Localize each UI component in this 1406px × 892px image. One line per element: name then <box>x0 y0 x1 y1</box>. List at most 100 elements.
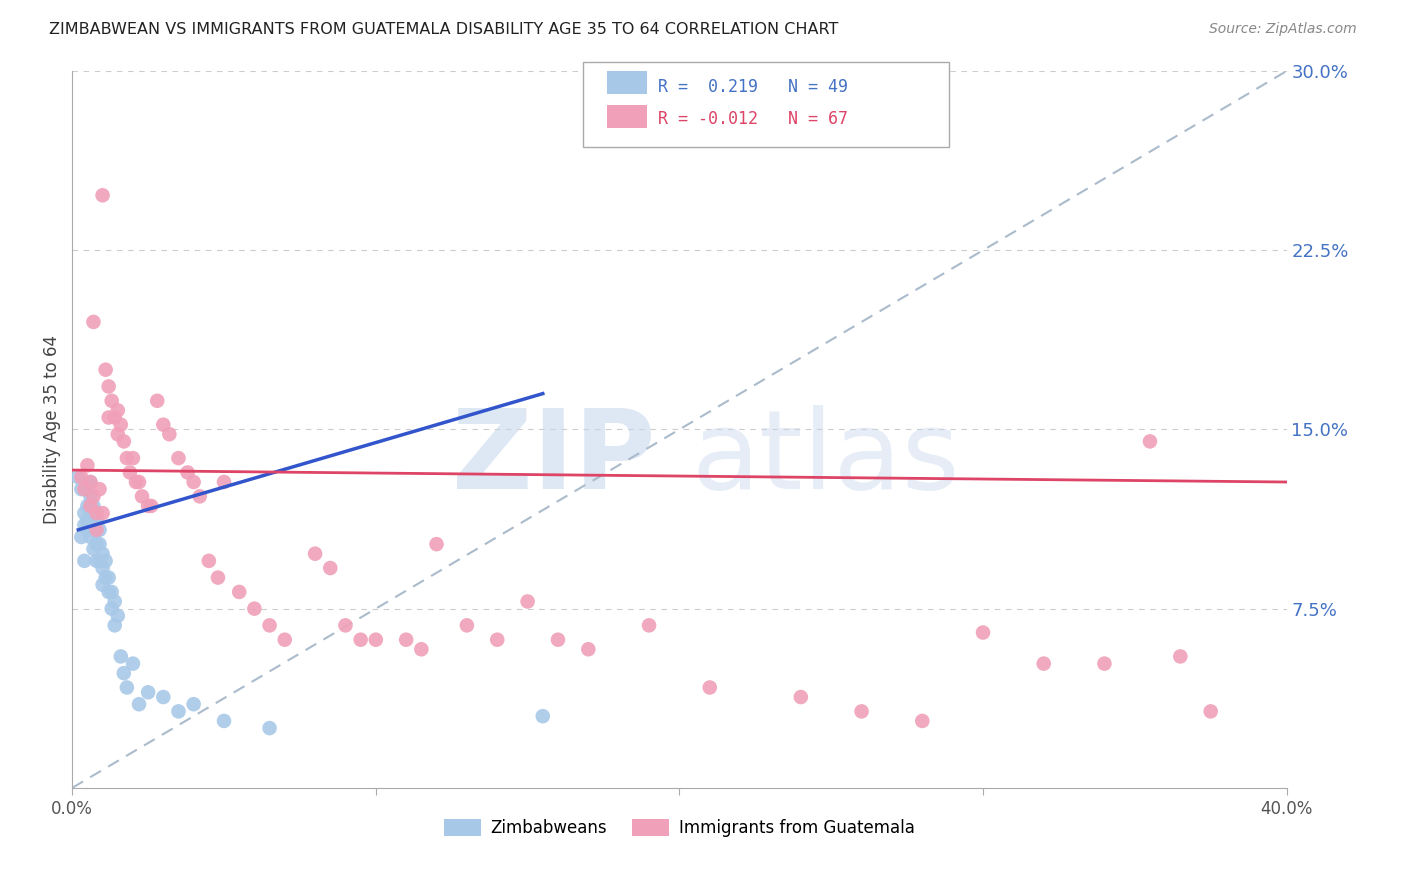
Point <box>89 482 111 496</box>
Point <box>76 523 98 537</box>
Point <box>516 594 538 608</box>
Point <box>141 499 163 513</box>
Point <box>79 475 101 489</box>
Point <box>456 618 478 632</box>
Point <box>67 470 90 484</box>
Point <box>73 518 96 533</box>
Point <box>911 714 934 728</box>
Point <box>73 554 96 568</box>
Point <box>274 632 297 647</box>
Point <box>91 578 114 592</box>
Point <box>228 585 250 599</box>
Point <box>91 506 114 520</box>
Point <box>107 403 129 417</box>
Text: R = -0.012   N = 67: R = -0.012 N = 67 <box>658 110 848 128</box>
Point <box>89 523 111 537</box>
Point <box>91 188 114 202</box>
Point <box>167 451 190 466</box>
Point <box>86 537 108 551</box>
Point <box>82 513 104 527</box>
Point <box>851 705 873 719</box>
Legend: Zimbabweans, Immigrants from Guatemala: Zimbabweans, Immigrants from Guatemala <box>437 813 921 844</box>
Point <box>425 537 447 551</box>
Point <box>97 585 120 599</box>
Point <box>531 709 554 723</box>
Text: ZIMBABWEAN VS IMMIGRANTS FROM GUATEMALA DISABILITY AGE 35 TO 64 CORRELATION CHAR: ZIMBABWEAN VS IMMIGRANTS FROM GUATEMALA … <box>49 22 838 37</box>
Point <box>259 618 281 632</box>
Point <box>212 714 235 728</box>
Point <box>76 513 98 527</box>
Point <box>152 417 174 432</box>
Point <box>107 608 129 623</box>
Point <box>79 506 101 520</box>
Point <box>183 697 205 711</box>
Point <box>86 523 108 537</box>
Point <box>128 475 150 489</box>
Point <box>100 601 122 615</box>
Point <box>79 499 101 513</box>
Point <box>70 530 93 544</box>
Point <box>97 410 120 425</box>
Text: atlas: atlas <box>690 405 959 512</box>
Point <box>112 434 135 449</box>
Point <box>100 393 122 408</box>
Point <box>547 632 569 647</box>
Point <box>146 393 169 408</box>
Point <box>86 513 108 527</box>
Point <box>1199 705 1222 719</box>
Point <box>395 632 418 647</box>
Point <box>790 690 813 704</box>
Point <box>110 649 132 664</box>
Point <box>76 458 98 473</box>
Point <box>82 315 104 329</box>
Point <box>212 475 235 489</box>
Point <box>82 489 104 503</box>
Point <box>136 685 159 699</box>
Point <box>70 482 93 496</box>
Point <box>125 475 148 489</box>
Point <box>89 554 111 568</box>
Point <box>104 594 127 608</box>
Point <box>82 523 104 537</box>
Point <box>1032 657 1054 671</box>
Point <box>79 530 101 544</box>
Point <box>110 417 132 432</box>
Point <box>131 489 153 503</box>
Point <box>157 427 180 442</box>
Point <box>243 601 266 615</box>
Point <box>91 561 114 575</box>
Point <box>350 632 373 647</box>
Text: ZIP: ZIP <box>451 405 655 512</box>
Point <box>79 489 101 503</box>
Point <box>122 657 145 671</box>
Point <box>259 721 281 735</box>
Point <box>94 554 117 568</box>
Point <box>118 466 141 480</box>
Text: Source: ZipAtlas.com: Source: ZipAtlas.com <box>1209 22 1357 37</box>
Point <box>73 482 96 496</box>
Point <box>188 489 211 503</box>
Text: R =  0.219   N = 49: R = 0.219 N = 49 <box>658 78 848 95</box>
Point <box>82 499 104 513</box>
Point <box>304 547 326 561</box>
Point <box>104 618 127 632</box>
Point <box>86 506 108 520</box>
Point <box>104 410 127 425</box>
Point <box>73 506 96 520</box>
Point <box>94 362 117 376</box>
Point <box>79 475 101 489</box>
Point <box>97 571 120 585</box>
Point <box>198 554 221 568</box>
Point <box>319 561 342 575</box>
Point <box>411 642 433 657</box>
Point <box>335 618 357 632</box>
Point <box>89 537 111 551</box>
Point <box>207 571 229 585</box>
Point <box>972 625 994 640</box>
Point <box>638 618 661 632</box>
Point <box>76 499 98 513</box>
Point <box>699 681 721 695</box>
Point <box>136 499 159 513</box>
Point <box>486 632 509 647</box>
Point <box>167 705 190 719</box>
